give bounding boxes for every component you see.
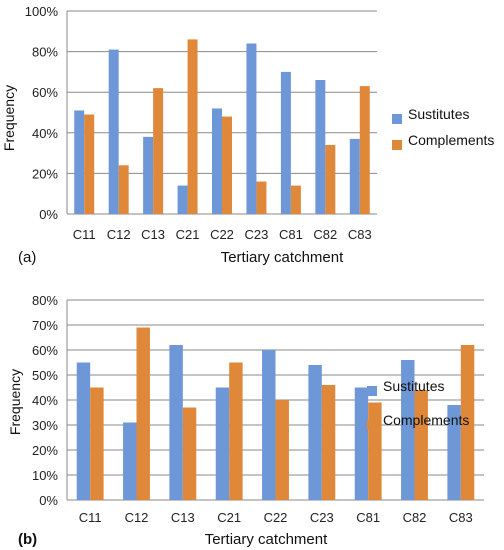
bar-sustitutes-c22 (262, 350, 276, 500)
bar-sustitutes-c12 (108, 49, 119, 214)
bar-sustitutes-c13 (143, 136, 154, 214)
x-axis-title: Tertiary catchment (221, 249, 344, 266)
bar-complements-c81 (368, 402, 382, 500)
y-tick-label: 0% (39, 493, 58, 508)
legend-swatch-sustitutes (392, 114, 402, 124)
bar-complements-c83 (460, 345, 475, 500)
x-tick-label: C23 (310, 510, 334, 525)
y-tick-label: 50% (32, 368, 58, 383)
bar-complements-c11 (90, 387, 104, 500)
bar-complements-c82 (325, 144, 336, 214)
bar-sustitutes-c83 (447, 405, 461, 500)
bar-sustitutes-c21 (215, 387, 230, 500)
x-tick-label: C83 (449, 510, 473, 525)
x-tick-label: C82 (313, 227, 337, 242)
legend-label-sustitutes: Sustitutes (408, 106, 469, 122)
x-tick-label: C81 (356, 510, 380, 525)
y-tick-label: 40% (32, 126, 58, 141)
panel-label: (b) (18, 531, 37, 548)
x-tick-label: C21 (176, 227, 200, 242)
bar-complements-c81 (290, 185, 301, 214)
bar-sustitutes-c23 (246, 43, 257, 215)
x-tick-label: C22 (264, 510, 288, 525)
y-tick-label: 80% (32, 45, 58, 60)
x-tick-label: C11 (73, 227, 96, 242)
bar-complements-c13 (182, 407, 197, 500)
bar-complements-c21 (229, 362, 243, 500)
y-axis-title: Frequency (1, 85, 17, 151)
bar-sustitutes-c82 (401, 360, 415, 500)
legend-label-sustitutes: Sustitutes (383, 378, 444, 394)
y-tick-label: 0% (39, 207, 58, 222)
x-tick-label: C11 (79, 510, 102, 525)
bar-complements-c11 (84, 114, 95, 214)
bar-complements-c12 (136, 327, 150, 500)
x-tick-label: C83 (348, 227, 372, 242)
bar-complements-c23 (321, 385, 336, 500)
bar-sustitutes-c81 (354, 387, 369, 500)
x-tick-label: C12 (125, 510, 149, 525)
chart-panel-a: 0% 20% 40% 60% 80% 100% C11 C12 C13 C21 C22 C23 C81 C… (1, 4, 494, 266)
x-tick-label: C22 (210, 227, 234, 242)
legend-swatch-sustitutes (367, 386, 377, 396)
bar-sustitutes-c21 (177, 185, 188, 214)
bar-complements-c83 (359, 86, 370, 214)
y-tick-label: 30% (32, 418, 58, 433)
bar-sustitutes-c11 (76, 362, 91, 500)
x-axis-title: Tertiary catchment (205, 531, 328, 548)
y-tick-label: 60% (32, 85, 58, 100)
y-tick-label: 80% (32, 293, 58, 308)
y-tick-label: 10% (32, 468, 58, 483)
bar-sustitutes-c23 (308, 365, 322, 500)
x-tick-label: C21 (217, 510, 241, 525)
chart-panel-b: 0% 10% 20% 30% 40% 50% 60% 70% 80% C11 C12 C13 C21 C2… (7, 293, 484, 548)
bar-complements-c12 (118, 165, 129, 214)
bar-sustitutes-c11 (74, 110, 85, 214)
bar-complements-c22 (275, 400, 289, 500)
bar-complements-c23 (256, 181, 267, 214)
y-tick-label: 40% (32, 393, 58, 408)
bar-complements-c82 (414, 390, 428, 500)
x-tick-label: C13 (171, 510, 195, 525)
legend-label-complements: Complements (383, 412, 469, 428)
bar-sustitutes-c82 (315, 80, 326, 215)
y-tick-label: 60% (32, 343, 58, 358)
legend-label-complements: Complements (408, 132, 494, 148)
panel-label: (a) (18, 249, 36, 266)
y-tick-label: 20% (32, 166, 58, 181)
y-tick-label: 20% (32, 443, 58, 458)
bar-complements-c13 (153, 88, 164, 214)
bar-complements-c21 (187, 39, 198, 214)
x-tick-label: C12 (107, 227, 131, 242)
bar-sustitutes-c81 (280, 71, 291, 215)
y-tick-label: 70% (32, 318, 58, 333)
bar-sustitutes-c13 (169, 345, 183, 500)
bar-complements-c22 (222, 116, 232, 214)
legend-swatch-complements (367, 420, 377, 430)
y-tick-label: 100% (25, 4, 59, 19)
x-tick-label: C82 (403, 510, 427, 525)
bar-sustitutes-c83 (349, 138, 360, 214)
legend-swatch-complements (392, 140, 402, 150)
y-axis-title: Frequency (7, 369, 23, 435)
x-tick-label: C13 (141, 227, 165, 242)
x-tick-label: C23 (245, 227, 269, 242)
bar-sustitutes-c22 (212, 108, 222, 214)
x-tick-label: C81 (279, 227, 303, 242)
bar-sustitutes-c12 (123, 422, 137, 500)
